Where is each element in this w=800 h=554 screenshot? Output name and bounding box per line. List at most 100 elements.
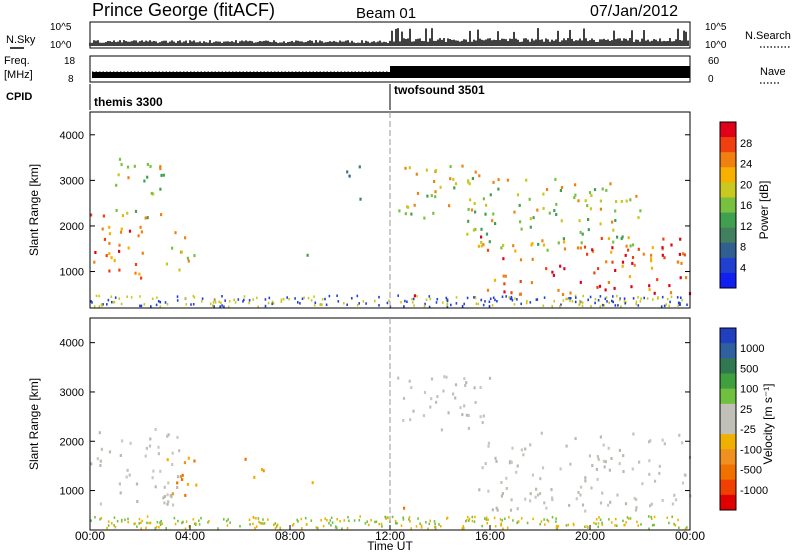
data-cell <box>157 452 160 456</box>
data-cell <box>157 445 160 449</box>
data-cell <box>366 520 368 523</box>
data-cell <box>505 476 508 480</box>
data-cell <box>641 482 644 486</box>
y-tick-label: 4000 <box>60 338 84 350</box>
nsearch-tick-bottom: 10^0 <box>705 40 727 51</box>
data-cell <box>128 229 132 233</box>
data-cell <box>446 517 448 520</box>
data-cell <box>423 304 426 308</box>
data-cell <box>587 298 589 302</box>
data-cell <box>243 295 246 298</box>
data-cell <box>93 305 96 308</box>
data-cell <box>650 259 653 263</box>
data-cell <box>162 173 165 177</box>
data-cell <box>186 482 189 486</box>
data-cell <box>118 157 122 161</box>
data-cell <box>429 519 431 523</box>
data-cell <box>409 520 411 523</box>
data-cell <box>671 515 673 519</box>
data-cell <box>467 426 470 430</box>
data-cell <box>256 296 258 300</box>
data-cell <box>185 303 188 306</box>
data-cell <box>587 218 590 221</box>
data-cell <box>528 197 531 201</box>
data-cell <box>91 301 93 304</box>
data-cell <box>677 301 680 304</box>
date-title: 07/Jan/2012 <box>590 3 678 20</box>
colorbar-swatch <box>720 272 736 289</box>
colorbar-tick-label: 4 <box>740 262 746 274</box>
data-cell <box>653 523 655 527</box>
data-cell <box>607 237 610 241</box>
data-cell <box>262 469 265 473</box>
data-cell <box>291 524 294 527</box>
data-cell <box>93 260 96 264</box>
data-cell <box>209 302 212 306</box>
data-cell <box>119 230 123 234</box>
data-cell <box>599 435 602 439</box>
data-cell <box>322 524 325 528</box>
data-cell <box>149 521 152 525</box>
data-cell <box>551 496 554 500</box>
data-cell <box>172 503 175 507</box>
data-cell <box>508 516 510 519</box>
nave-high-band <box>390 66 690 78</box>
freq-tick-bottom: 8 <box>68 74 74 85</box>
data-cell <box>248 301 250 305</box>
x-tick-label: 20:00 <box>575 529 605 543</box>
nave-tick-bottom: 0 <box>708 74 714 85</box>
data-cell <box>385 517 387 520</box>
colorbar-swatch <box>720 122 736 138</box>
data-cell <box>643 296 645 300</box>
data-cell <box>501 492 504 496</box>
data-cell <box>121 439 124 443</box>
data-cell <box>198 519 200 522</box>
data-cell <box>311 481 314 485</box>
data-cell <box>237 298 240 301</box>
data-cell <box>120 163 123 167</box>
data-cell <box>144 216 147 220</box>
data-cell <box>408 379 411 383</box>
data-cell <box>674 498 678 502</box>
data-cell <box>167 481 170 485</box>
data-cell <box>640 297 642 300</box>
data-cell <box>130 296 133 299</box>
data-cell <box>666 297 669 301</box>
data-cell <box>441 301 444 304</box>
data-cell <box>481 421 484 425</box>
data-cell <box>319 303 321 306</box>
data-cell <box>648 440 651 444</box>
data-cell <box>543 501 546 505</box>
y-tick-label: 1000 <box>60 267 84 279</box>
data-cell <box>577 491 580 494</box>
data-cell <box>348 174 351 178</box>
data-cell <box>651 524 654 527</box>
data-cell <box>435 301 438 304</box>
data-cell <box>140 230 143 234</box>
colorbar-swatch <box>720 388 736 405</box>
colorbar-swatch <box>720 373 736 390</box>
data-cell <box>107 520 110 523</box>
data-cell <box>606 300 608 303</box>
data-cell <box>386 301 389 305</box>
data-cell <box>531 257 534 261</box>
data-cell <box>529 443 532 447</box>
data-cell <box>614 304 617 307</box>
data-cell <box>508 461 511 465</box>
data-cell <box>159 523 162 526</box>
data-cell <box>326 519 328 522</box>
data-cell <box>510 498 513 502</box>
data-cell <box>555 517 557 520</box>
data-cell <box>264 304 267 308</box>
data-cell <box>434 195 437 199</box>
data-cell <box>136 525 138 528</box>
data-cell <box>569 297 572 300</box>
data-cell <box>404 166 407 170</box>
data-cell <box>226 524 229 527</box>
data-cell <box>474 170 477 174</box>
data-cell <box>598 516 600 519</box>
data-cell <box>586 252 589 256</box>
data-cell <box>494 456 497 460</box>
colorbar-swatch <box>720 403 736 420</box>
data-cell <box>304 516 307 520</box>
